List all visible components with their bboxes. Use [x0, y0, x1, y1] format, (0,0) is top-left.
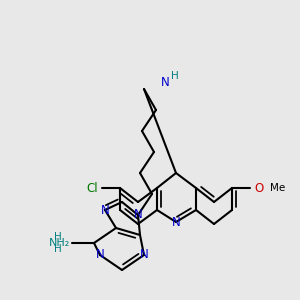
Text: H: H — [54, 232, 62, 242]
Text: N: N — [172, 215, 180, 229]
Text: N: N — [134, 208, 142, 221]
Text: Cl: Cl — [86, 182, 98, 194]
Text: H: H — [54, 244, 62, 254]
Text: N: N — [96, 248, 104, 262]
Text: O: O — [254, 182, 263, 194]
Text: N: N — [160, 76, 169, 89]
Text: H: H — [171, 71, 179, 81]
Text: N: N — [100, 203, 109, 217]
Text: Me: Me — [270, 183, 285, 193]
Text: N: N — [140, 248, 148, 262]
Text: NH₂: NH₂ — [49, 238, 70, 248]
